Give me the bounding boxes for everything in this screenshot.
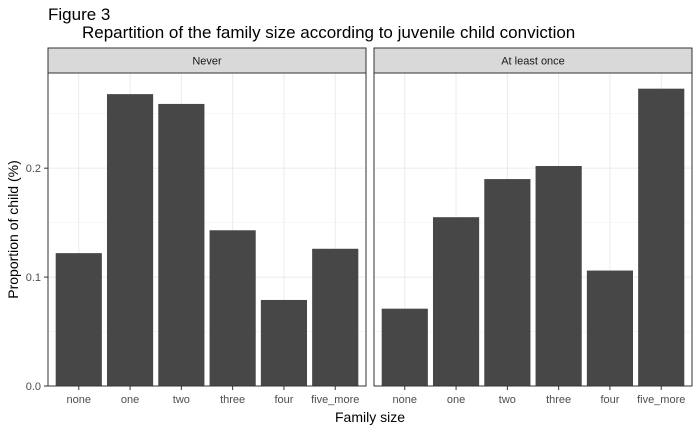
x-axis-title: Family size: [335, 409, 405, 425]
bar-none: [55, 253, 102, 386]
panel-border: [373, 72, 693, 387]
bar-none: [381, 308, 428, 386]
bar-four: [586, 270, 634, 386]
x-tick-label: two: [499, 394, 516, 406]
facet-strip-label: At least once: [501, 56, 565, 68]
facet-strip: [47, 47, 367, 74]
x-tick-label: four: [600, 394, 619, 406]
x-tick-label: three: [220, 394, 245, 406]
bar-four: [260, 299, 308, 386]
facet-strip: [373, 47, 693, 74]
chart-title: Repartition of the family size according…: [82, 23, 576, 42]
x-tick-label: two: [173, 394, 190, 406]
y-tick-label: 0.1: [26, 272, 41, 284]
bar-three: [535, 166, 582, 386]
figure-label: Figure 3: [48, 5, 111, 24]
x-tick-label: five_more: [311, 394, 359, 406]
x-tick-label: none: [67, 394, 91, 406]
y-axis-title: Proportion of child (%): [5, 160, 21, 299]
x-tick-label: five_more: [637, 394, 685, 406]
facet-strip-label: Never: [192, 56, 222, 68]
y-tick-label: 0.0: [26, 381, 41, 393]
x-tick-label: none: [393, 394, 417, 406]
x-tick-label: four: [274, 394, 293, 406]
bar-three: [209, 230, 256, 386]
bar-two: [484, 179, 531, 386]
x-tick-label: one: [121, 394, 139, 406]
x-tick-label: one: [447, 394, 465, 406]
bar-one: [432, 217, 480, 386]
bar-two: [158, 103, 205, 386]
x-tick-label: three: [546, 394, 571, 406]
bar-five_more: [312, 248, 359, 386]
bar-five_more: [638, 88, 685, 386]
bar-one: [106, 94, 154, 386]
panel-border: [47, 72, 367, 387]
y-tick-label: 0.2: [26, 163, 41, 175]
